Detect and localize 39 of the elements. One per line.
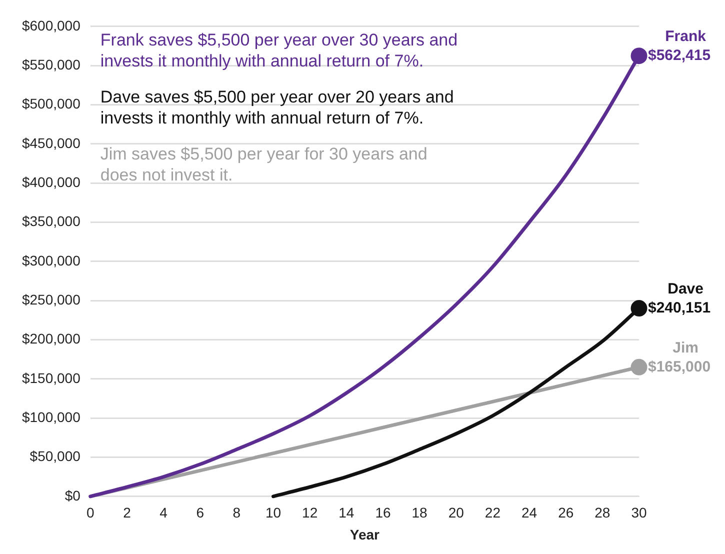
- y-tick-label: $450,000: [22, 134, 81, 151]
- x-tick-label: 30: [631, 504, 647, 521]
- x-tick-label: 4: [160, 504, 168, 521]
- y-tick-label: $200,000: [22, 330, 81, 347]
- x-axis-title: Year: [350, 526, 380, 542]
- x-tick-label: 22: [484, 504, 501, 521]
- y-tick-label: $550,000: [22, 56, 81, 72]
- x-tick-label: 24: [521, 504, 538, 521]
- x-tick-label: 16: [375, 504, 391, 521]
- x-tick-label: 18: [412, 504, 428, 521]
- x-tick-label: 2: [123, 504, 132, 521]
- x-tick-label: 14: [338, 504, 354, 521]
- annotation: Jim saves $5,500 per year for 30 years and does not invest it.: [100, 144, 428, 185]
- y-tick-label: $300,000: [22, 252, 81, 268]
- y-tick-label: $500,000: [22, 96, 81, 112]
- y-tick-label: $0: [64, 487, 81, 504]
- data-label: $562,415: [648, 46, 711, 64]
- x-tick-label: 12: [302, 504, 318, 521]
- annotation: Dave saves $5,500 per year over 20 years and invests it monthly with annual return of 7%.: [100, 88, 454, 128]
- y-tick-label: $400,000: [22, 174, 81, 190]
- y-tick-label: $100,000: [22, 408, 81, 425]
- series-label: Jim: [672, 339, 698, 356]
- x-tick-label: 28: [594, 504, 610, 521]
- annotation: Frank saves $5,500 per year over 30 years and invests it monthly with annual return of 7%.: [100, 30, 458, 71]
- x-tick-label: 6: [196, 504, 204, 521]
- x-tick-label: 26: [558, 504, 574, 521]
- y-tick-label: $350,000: [22, 213, 81, 230]
- x-tick-label: 20: [448, 504, 464, 521]
- x-tick-label: 0: [86, 504, 94, 521]
- y-tick-label: $250,000: [22, 291, 81, 308]
- data-label: $165,000: [648, 358, 711, 376]
- data-label: $240,151: [648, 299, 711, 316]
- x-tick-label: 10: [265, 504, 282, 521]
- y-tick-label: $50,000: [30, 448, 81, 464]
- x-tick-label: 8: [232, 504, 241, 521]
- series-label: Dave: [668, 280, 704, 298]
- series-label: Frank: [665, 28, 707, 45]
- y-tick-label: $600,000: [22, 17, 81, 34]
- y-tick-label: $150,000: [22, 370, 81, 386]
